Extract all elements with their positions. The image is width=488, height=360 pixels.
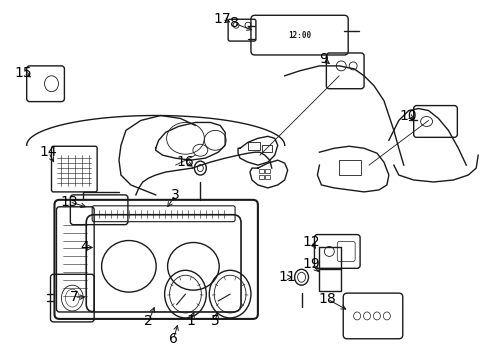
Bar bbox=[258, 175, 264, 179]
Text: 3: 3 bbox=[171, 188, 180, 202]
Text: 6: 6 bbox=[169, 332, 178, 346]
Text: 7: 7 bbox=[70, 290, 79, 304]
Text: 14: 14 bbox=[40, 145, 57, 159]
Bar bbox=[264, 169, 269, 173]
Text: 10: 10 bbox=[399, 108, 417, 122]
Bar bbox=[258, 169, 264, 173]
Text: 4: 4 bbox=[80, 240, 88, 255]
Text: 13: 13 bbox=[61, 195, 78, 209]
Text: 8: 8 bbox=[229, 16, 238, 30]
Text: 11: 11 bbox=[278, 270, 296, 284]
Text: 19: 19 bbox=[302, 257, 320, 271]
Text: 5: 5 bbox=[210, 314, 219, 328]
Bar bbox=[247, 142, 259, 150]
Text: 12: 12 bbox=[302, 234, 320, 248]
Bar bbox=[319, 269, 341, 291]
Bar bbox=[262, 145, 271, 152]
Text: 12:00: 12:00 bbox=[287, 31, 310, 40]
Text: 2: 2 bbox=[144, 314, 153, 328]
Bar bbox=[264, 175, 269, 179]
Text: 15: 15 bbox=[15, 66, 33, 80]
Text: 18: 18 bbox=[318, 292, 336, 306]
Bar bbox=[339, 160, 360, 175]
Text: 17: 17 bbox=[213, 12, 230, 26]
Text: 16: 16 bbox=[176, 155, 194, 169]
Text: 1: 1 bbox=[185, 314, 194, 328]
Text: 9: 9 bbox=[318, 52, 327, 66]
